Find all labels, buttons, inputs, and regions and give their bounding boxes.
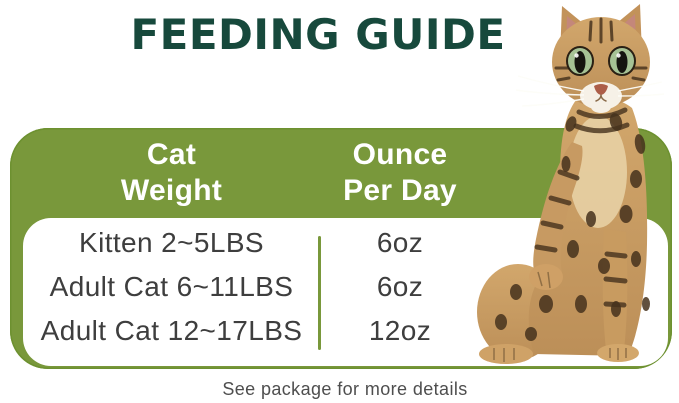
header-line: Cat [146,138,197,171]
cat-weight-cell: Adult Cat 12~17LBS [40,315,303,346]
column-divider [318,236,321,350]
header-line: Weight [120,174,223,207]
footer-note: See package for more details [222,379,468,399]
table-row: Adult Cat 12~17LBS 12oz [23,309,668,353]
ounce-cell: 6oz [376,227,424,258]
cat-weight-cell: Kitten 2~5LBS [79,227,264,258]
cat-photo [477,4,665,364]
ounce-cell: 6oz [376,271,424,302]
cat-weight-cell: Adult Cat 6~11LBS [49,271,294,302]
header-line: Ounce [352,138,448,171]
column-header-ounce-per-day: Ounce Per Day [320,128,480,218]
ounce-cell: 12oz [368,315,432,346]
table-rows: Kitten 2~5LBS 6oz Adult Cat 6~11LBS 6oz … [23,221,668,353]
page-title: FEEDING GUIDE [130,10,506,59]
table-row: Adult Cat 6~11LBS 6oz [23,265,668,309]
column-header-cat-weight: Cat Weight [23,128,320,218]
header-line: Per Day [343,174,457,207]
table-row: Kitten 2~5LBS 6oz [23,221,668,265]
